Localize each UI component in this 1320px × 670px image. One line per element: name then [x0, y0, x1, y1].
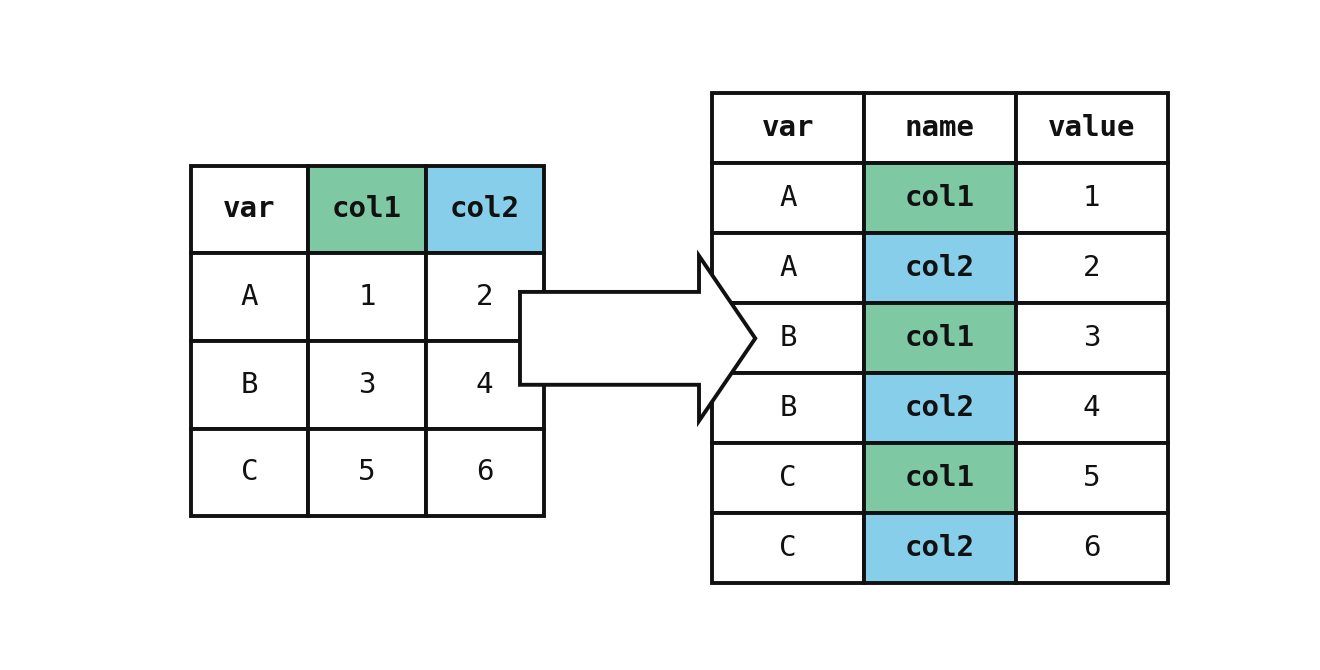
Text: col1: col1 [906, 464, 975, 492]
Bar [190, 429, 308, 517]
Text: col2: col2 [450, 196, 520, 223]
Text: 1: 1 [1082, 184, 1101, 212]
Bar [865, 513, 1016, 584]
Bar [426, 429, 544, 517]
Text: 4: 4 [1082, 395, 1101, 422]
Bar [309, 253, 426, 341]
Text: 2: 2 [477, 283, 494, 311]
Bar [865, 373, 1016, 444]
Bar [713, 513, 865, 584]
Bar [1016, 304, 1167, 373]
Bar [713, 163, 865, 233]
Bar [1016, 163, 1167, 233]
Bar [865, 444, 1016, 513]
Bar [865, 93, 1016, 163]
Bar [309, 429, 426, 517]
Text: B: B [779, 395, 797, 422]
Bar [1016, 444, 1167, 513]
Text: 2: 2 [1082, 255, 1101, 282]
Bar [1016, 93, 1167, 163]
Text: var: var [762, 115, 814, 142]
Bar [1016, 373, 1167, 444]
Text: C: C [779, 464, 797, 492]
Bar [865, 304, 1016, 373]
Text: 4: 4 [477, 371, 494, 399]
Bar [1016, 233, 1167, 304]
Bar [426, 253, 544, 341]
Bar [1016, 513, 1167, 584]
Bar [190, 341, 308, 429]
Bar [713, 444, 865, 513]
Text: C: C [240, 458, 259, 486]
Text: 5: 5 [358, 458, 376, 486]
Text: col1: col1 [906, 324, 975, 352]
Text: A: A [779, 255, 797, 282]
Bar [713, 373, 865, 444]
Bar [865, 163, 1016, 233]
Text: name: name [906, 115, 975, 142]
Bar [190, 165, 308, 253]
Text: col2: col2 [906, 255, 975, 282]
Bar [713, 304, 865, 373]
Text: var: var [223, 196, 276, 223]
Text: col2: col2 [906, 535, 975, 562]
Bar [426, 165, 544, 253]
Text: A: A [779, 184, 797, 212]
Polygon shape [520, 256, 755, 421]
Text: B: B [779, 324, 797, 352]
Text: 5: 5 [1082, 464, 1101, 492]
Text: col1: col1 [333, 196, 403, 223]
Text: 6: 6 [1082, 535, 1101, 562]
Text: 6: 6 [477, 458, 494, 486]
Text: value: value [1048, 115, 1135, 142]
Bar [713, 93, 865, 163]
Text: col1: col1 [906, 184, 975, 212]
Text: 1: 1 [358, 283, 376, 311]
Text: B: B [240, 371, 259, 399]
Bar [713, 233, 865, 304]
Bar [865, 233, 1016, 304]
Bar [309, 165, 426, 253]
Bar [309, 341, 426, 429]
Text: 3: 3 [358, 371, 376, 399]
Text: A: A [240, 283, 259, 311]
Bar [190, 253, 308, 341]
Text: C: C [779, 535, 797, 562]
Bar [426, 341, 544, 429]
Text: col2: col2 [906, 395, 975, 422]
Text: 3: 3 [1082, 324, 1101, 352]
